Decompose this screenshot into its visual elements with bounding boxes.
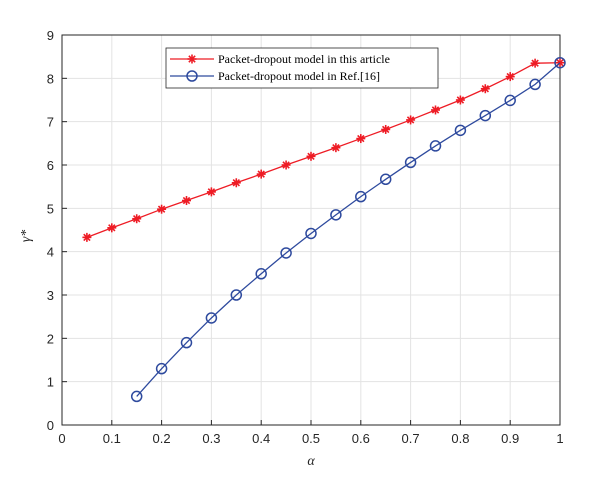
asterisk-stroke: [481, 85, 490, 93]
series-line: [86, 62, 561, 238]
asterisk-stroke: [381, 125, 390, 134]
data-point-asterisk: [530, 58, 540, 68]
x-tick-label: 0.3: [202, 431, 220, 446]
data-point-circle: [504, 94, 516, 107]
y-tick-label: 2: [47, 331, 54, 346]
data-point-asterisk: [331, 143, 341, 153]
asterisk-stroke: [157, 205, 166, 213]
legend-item: Packet-dropout model in this article: [170, 52, 390, 66]
y-tick-label: 3: [47, 288, 54, 303]
data-point-asterisk: [107, 223, 117, 233]
y-tick-label: 8: [47, 71, 54, 86]
x-tick-label: 0.8: [451, 431, 469, 446]
asterisk-stroke: [83, 233, 91, 242]
y-tick-label: 9: [47, 28, 54, 43]
legend-marker-asterisk: [187, 54, 197, 64]
data-point-asterisk: [157, 204, 167, 214]
data-point-circle: [305, 227, 317, 240]
data-point-asterisk: [206, 187, 216, 197]
data-point-circle: [155, 362, 168, 375]
data-point-asterisk: [256, 169, 266, 179]
asterisk-stroke: [332, 143, 340, 152]
x-axis-label: α: [307, 454, 315, 469]
legend-item: Packet-dropout model in Ref.[16]: [170, 69, 380, 83]
x-tick-label: 0.6: [352, 431, 370, 446]
data-point-asterisk: [505, 72, 515, 82]
x-tick-label: 0: [58, 431, 65, 446]
series-layer: [82, 56, 566, 403]
data-point-asterisk: [132, 214, 142, 224]
data-point-circle: [529, 78, 541, 91]
data-point-circle: [205, 312, 218, 324]
asterisk-stroke: [282, 161, 290, 169]
data-point-circle: [180, 336, 193, 349]
asterisk-stroke: [506, 72, 514, 81]
asterisk-stroke: [257, 170, 265, 178]
asterisk-stroke: [232, 179, 241, 187]
data-point-circle: [454, 124, 467, 137]
data-point-asterisk: [480, 84, 490, 94]
data-point-asterisk: [182, 196, 191, 206]
asterisk-stroke: [108, 224, 116, 232]
x-tick-label: 1: [556, 431, 563, 446]
asterisk-stroke: [132, 215, 141, 223]
y-tick-label: 5: [47, 201, 54, 216]
asterisk-stroke: [182, 196, 191, 205]
x-tick-label: 0.5: [302, 431, 320, 446]
y-axis-label: γ*: [19, 230, 34, 243]
asterisk-stroke: [188, 55, 196, 63]
asterisk-stroke: [357, 134, 365, 143]
data-point-asterisk: [406, 115, 416, 125]
data-point-circle: [479, 109, 492, 122]
asterisk-stroke: [307, 152, 315, 161]
plot-area-border: [61, 34, 561, 426]
data-point-circle: [230, 289, 243, 301]
data-point-asterisk: [281, 160, 291, 170]
y-tick-label: 1: [47, 375, 54, 390]
asterisk-stroke: [207, 188, 216, 196]
y-tick-label: 0: [47, 418, 54, 433]
legend-marker-circle: [186, 70, 198, 82]
data-point-asterisk: [431, 105, 440, 115]
asterisk-stroke: [431, 106, 440, 114]
data-point-circle: [280, 247, 292, 259]
legend: Packet-dropout model in this article Pack…: [165, 47, 439, 89]
data-point-asterisk: [231, 178, 241, 188]
data-point-asterisk: [455, 95, 465, 105]
grid: [61, 34, 561, 426]
y-tick-label: 6: [47, 158, 54, 173]
data-point-circle: [379, 173, 392, 186]
legend-label: Packet-dropout model in Ref.[16]: [218, 69, 380, 83]
x-tick-label: 0.1: [103, 431, 121, 446]
data-point-circle: [330, 209, 342, 221]
data-point-circle: [255, 268, 267, 280]
x-tick-label: 0.9: [501, 431, 519, 446]
data-point-circle: [355, 190, 367, 203]
data-point-asterisk: [356, 134, 366, 144]
data-point-asterisk: [306, 151, 316, 161]
data-point-circle: [554, 56, 566, 69]
asterisk-stroke: [531, 59, 539, 67]
y-tick-label: 7: [47, 115, 54, 130]
legend-label: Packet-dropout model in this article: [218, 52, 390, 66]
data-point-circle: [429, 140, 442, 152]
data-point-asterisk: [381, 124, 391, 134]
x-tick-label: 0.7: [402, 431, 420, 446]
series-line: [136, 62, 561, 397]
data-point-circle: [130, 390, 143, 403]
series-2: [130, 56, 566, 403]
data-point-asterisk: [82, 232, 92, 242]
legend-box: [165, 47, 439, 89]
tick-labels: 0 0.1 0.2 0.3 0.4 0.5 0.6 0.7 0.8 0.9 1 0 1 2 3 4 5 6 7 8 9: [47, 28, 564, 446]
x-tick-label: 0.2: [153, 431, 171, 446]
y-tick-label: 4: [47, 245, 54, 260]
data-point-circle: [404, 156, 417, 169]
x-tick-label: 0.4: [252, 431, 270, 446]
asterisk-stroke: [406, 116, 415, 124]
asterisk-stroke: [456, 96, 465, 104]
